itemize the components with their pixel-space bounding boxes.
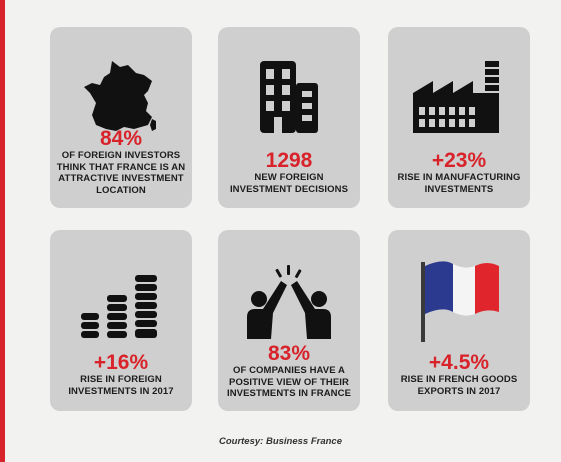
red-edge-stripe [0, 0, 5, 462]
card-manufacturing: +23% RISE IN MANUFACTURING INVESTMENTS [388, 27, 530, 208]
desc-line: RISE IN FOREIGN [80, 374, 162, 385]
card-foreign-investments: +16% RISE IN FOREIGN INVESTMENTS IN 2017 [50, 230, 192, 411]
card-value: +16% [93, 351, 149, 374]
desc-line: INVESTMENTS IN 2017 [68, 385, 174, 397]
card-value: 84% [99, 127, 143, 150]
buildings-icon [218, 49, 360, 141]
card-description: OF COMPANIES HAVE A POSITIVE VIEW OF THE… [224, 365, 354, 400]
coin-stacks-icon [50, 260, 192, 352]
desc-line: THINK THAT FRANCE IS AN [56, 161, 186, 173]
desc-line: OF FOREIGN INVESTORS [61, 150, 181, 161]
desc-line: NEW FOREIGN [254, 172, 324, 183]
desc-line: INVESTMENT DECISIONS [229, 183, 349, 195]
card-description: RISE IN FOREIGN INVESTMENTS IN 2017 [56, 374, 186, 397]
card-value: 83% [267, 342, 311, 365]
card-description: OF FOREIGN INVESTORS THINK THAT FRANCE I… [56, 150, 186, 196]
desc-line: INVESTMENTS IN FRANCE [226, 388, 352, 399]
card-investment-decisions: 1298 NEW FOREIGN INVESTMENT DECISIONS [218, 27, 360, 208]
credit-text: Courtesy: Business France [218, 436, 342, 447]
card-goods-exports: +4.5% RISE IN FRENCH GOODS EXPORTS IN 20… [388, 230, 530, 411]
desc-line: EXPORTS IN 2017 [417, 385, 501, 397]
desc-line: INVESTMENTS [424, 183, 494, 195]
desc-line: ATTRACTIVE INVESTMENT [58, 173, 184, 184]
card-value: +4.5% [428, 351, 490, 374]
desc-line: OF COMPANIES HAVE A [232, 365, 346, 376]
card-foreign-investors: 84% OF FOREIGN INVESTORS THINK THAT FRAN… [50, 27, 192, 208]
high-five-icon [218, 254, 360, 346]
desc-line: LOCATION [96, 184, 146, 196]
card-description: RISE IN MANUFACTURING INVESTMENTS [394, 172, 524, 195]
desc-line: RISE IN FRENCH GOODS [400, 374, 518, 385]
desc-line: POSITIVE VIEW OF THEIR [229, 376, 349, 388]
french-flag-icon [388, 252, 530, 344]
card-description: NEW FOREIGN INVESTMENT DECISIONS [224, 172, 354, 195]
france-map-icon [50, 51, 192, 143]
desc-line: RISE IN MANUFACTURING [397, 172, 521, 183]
card-value: 1298 [265, 149, 313, 172]
card-positive-view: 83% OF COMPANIES HAVE A POSITIVE VIEW OF… [218, 230, 360, 411]
card-description: RISE IN FRENCH GOODS EXPORTS IN 2017 [394, 374, 524, 397]
factory-icon [388, 51, 530, 143]
card-value: +23% [431, 149, 487, 172]
